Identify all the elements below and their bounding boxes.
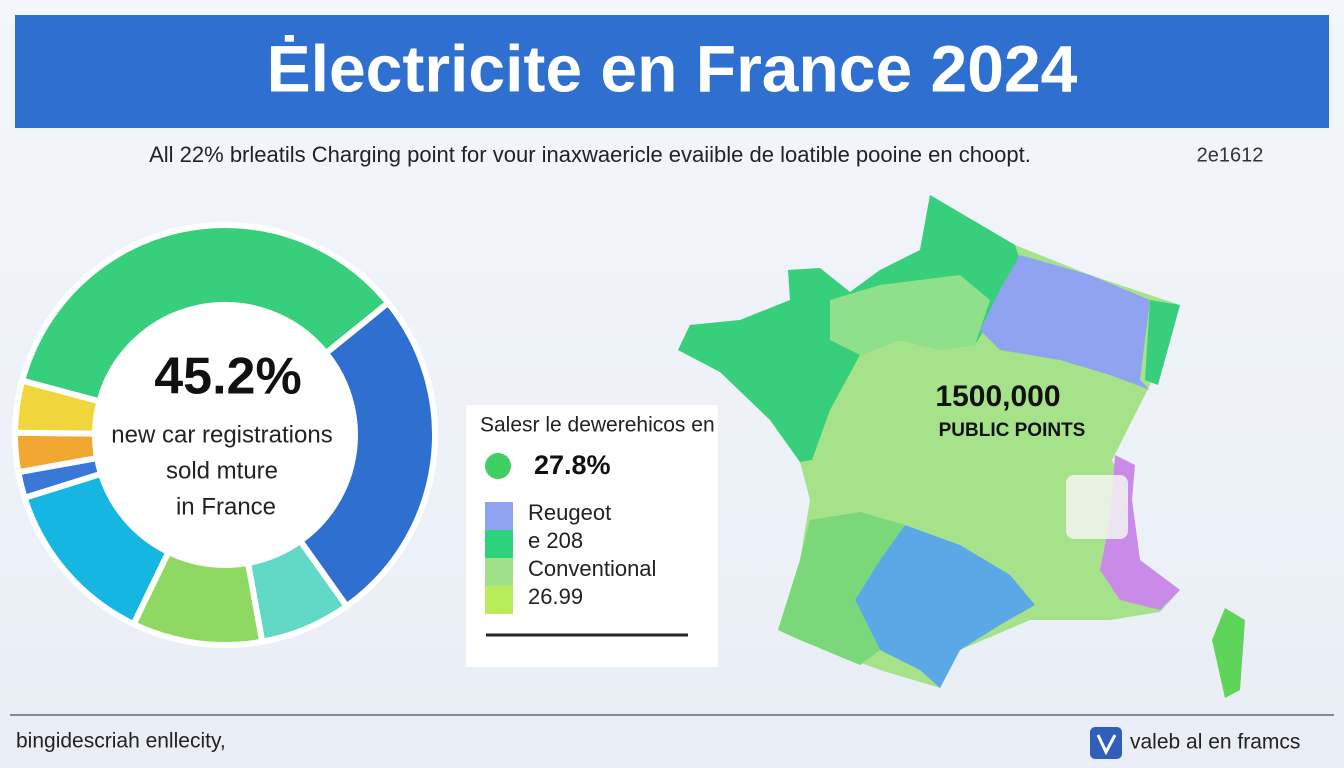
map-label: PUBLIC POINTS [939, 420, 1086, 441]
map-region-ne [980, 255, 1150, 390]
center-label: sold mture [166, 457, 278, 484]
center-value: 45.2% [154, 348, 301, 406]
subtitle-note: 2e1612 [1197, 144, 1264, 166]
map-region-north [830, 275, 990, 355]
center-label: in France [176, 493, 276, 520]
legend-swatch [485, 558, 513, 586]
title: Ėlectricite en France 2024 [267, 31, 1078, 105]
map-region-west [778, 512, 905, 665]
france-map [678, 195, 1245, 698]
footer-left: bingidescriah enllecity, [16, 730, 226, 753]
center-label: new car registrations [111, 421, 332, 448]
donut [11, 222, 438, 648]
map-corsica [1212, 608, 1245, 698]
map-region-east [1145, 300, 1180, 385]
legend-highlight: 27.8% [534, 450, 611, 480]
legend-swatch [485, 586, 513, 614]
legend-dot [485, 453, 511, 479]
header-bar [15, 15, 1329, 128]
legend-label: e 208 [528, 528, 583, 553]
legend-label: 26.99 [528, 584, 583, 609]
map-icon [1066, 475, 1128, 539]
map-region-sw [855, 525, 1035, 688]
subtitle: All 22% brleatils Charging point for vou… [149, 142, 1031, 167]
legend-label: Conventional [528, 556, 656, 581]
map-value: 1500,000 [935, 380, 1060, 413]
footer-right: valeb al en framcs [1130, 731, 1300, 754]
legend-swatch [485, 530, 513, 558]
legend-label: Reugeot [528, 500, 611, 525]
legend: 27.8% Reugeot e 208 Conventional 26.99 [485, 450, 656, 614]
footer-logo-mark [1096, 734, 1117, 756]
legend-swatch [485, 502, 513, 530]
legend-title: Salesr le dewerehicos en [480, 414, 715, 437]
donut-hole [95, 305, 355, 565]
